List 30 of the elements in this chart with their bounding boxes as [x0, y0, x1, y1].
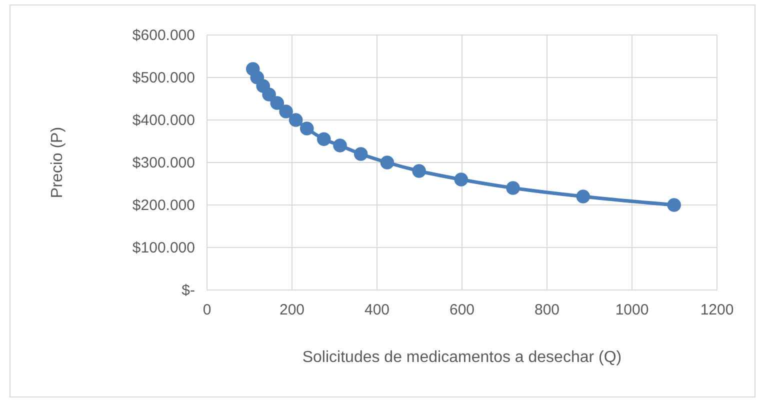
- x-tick-label: 400: [364, 302, 390, 319]
- x-axis-title: Solicitudes de medicamentos a desechar (Q): [302, 349, 622, 366]
- x-tick-label: 0: [202, 302, 212, 319]
- x-tick-label: 800: [534, 302, 560, 319]
- y-tick-label: $500.000: [132, 69, 195, 86]
- point: [576, 190, 590, 204]
- point: [333, 138, 347, 152]
- y-tick-label: $-: [182, 282, 195, 299]
- y-tick-label: $300.000: [132, 154, 195, 172]
- point: [270, 96, 284, 110]
- point: [262, 88, 276, 102]
- point: [454, 172, 468, 186]
- point: [288, 113, 303, 127]
- point: [316, 132, 331, 146]
- y-tick-label: $400.000: [132, 112, 195, 129]
- x-tick-label: 1000: [615, 302, 649, 319]
- y-tick-label: $600.000: [132, 26, 195, 44]
- y-tick-label: $200.000: [132, 196, 195, 214]
- x-tick-label: 1200: [700, 302, 734, 319]
- point: [380, 156, 394, 170]
- point: [300, 122, 314, 136]
- point: [412, 164, 426, 178]
- point: [354, 147, 368, 161]
- x-tick-label: 600: [449, 302, 475, 319]
- point: [667, 198, 681, 212]
- point: [279, 104, 293, 118]
- y-tick-label: $100.000: [132, 239, 195, 256]
- y-axis-title: Precio (P): [49, 126, 66, 198]
- x-tick-label: 200: [279, 302, 305, 319]
- point: [506, 181, 520, 195]
